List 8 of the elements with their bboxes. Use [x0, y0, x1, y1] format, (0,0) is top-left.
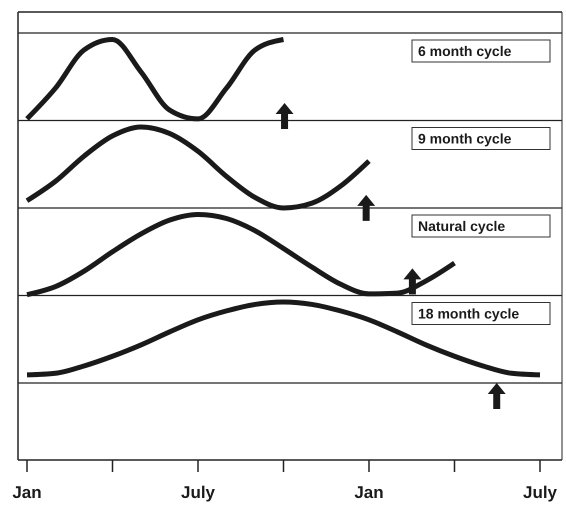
text: Natural cycle — [418, 218, 506, 234]
x-tick-label: Jan — [354, 483, 384, 502]
x-tick-label: July — [180, 483, 216, 502]
x-tick-label: July — [522, 483, 558, 502]
text: 6 month cycle — [418, 43, 512, 59]
series-label: 18 month cycle — [418, 306, 520, 322]
text: 9 month cycle — [418, 130, 512, 146]
x-tick-label: Jan — [12, 483, 42, 502]
